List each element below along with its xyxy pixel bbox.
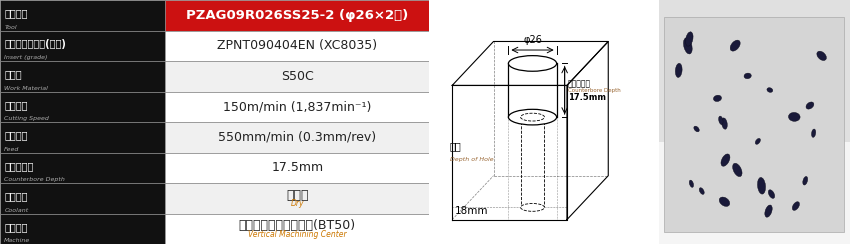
Text: 使用インサート(材種): 使用インサート(材種) [4,39,66,49]
Bar [165,61,429,92]
Text: 18mm: 18mm [455,206,488,216]
Text: 550mm/min (0.3mm/rev): 550mm/min (0.3mm/rev) [218,131,377,144]
Text: Coolant: Coolant [4,208,29,213]
Bar [0,122,165,152]
Text: 座ぐり深さ: 座ぐり深さ [4,161,34,171]
Text: Machine: Machine [4,238,31,243]
Text: Dry: Dry [291,199,304,208]
Ellipse shape [718,116,723,124]
Bar [165,183,429,214]
Text: Work Material: Work Material [4,86,48,91]
Bar [165,122,429,152]
Bar [0,183,165,214]
Ellipse shape [713,95,722,102]
Bar [659,142,850,244]
Bar [0,30,165,61]
Ellipse shape [757,177,766,194]
Ellipse shape [689,180,694,187]
Bar [165,30,429,61]
Ellipse shape [768,190,774,198]
Text: 座ぐり深さ: 座ぐり深さ [568,80,592,89]
Bar [665,17,844,232]
Bar [165,0,429,30]
Text: ZPNT090404EN (XC8035): ZPNT090404EN (XC8035) [218,39,377,52]
Text: 立形マシニングセンタ(BT50): 立形マシニングセンタ(BT50) [239,219,356,232]
Ellipse shape [694,126,700,132]
Bar [165,214,429,244]
Text: Cutting Speed: Cutting Speed [4,116,49,121]
Ellipse shape [730,40,740,51]
Ellipse shape [789,112,800,121]
Text: 送り速度: 送り速度 [4,130,28,140]
Ellipse shape [719,197,729,206]
Ellipse shape [508,56,557,71]
Ellipse shape [700,188,705,194]
Text: 切削油剤: 切削油剤 [4,191,28,201]
Text: Feed: Feed [4,147,20,152]
Ellipse shape [683,38,692,54]
Ellipse shape [756,138,761,144]
Bar [0,0,165,30]
Ellipse shape [817,51,826,61]
Bar [0,92,165,122]
Ellipse shape [765,205,772,217]
Text: Counterbore Depth: Counterbore Depth [568,88,620,93]
Ellipse shape [733,163,742,177]
Ellipse shape [767,88,773,92]
Text: Vertical Machining Center: Vertical Machining Center [248,230,347,239]
Bar [0,214,165,244]
Text: 切削速度: 切削速度 [4,100,28,110]
Ellipse shape [812,129,816,137]
Ellipse shape [792,202,800,210]
Text: Insert (grade): Insert (grade) [4,55,48,60]
Text: Depth of Hole: Depth of Hole [450,157,494,162]
Text: Tool: Tool [4,25,17,30]
Ellipse shape [685,32,693,46]
Ellipse shape [744,73,751,79]
Text: 150m/min (1,837min⁻¹): 150m/min (1,837min⁻¹) [223,100,371,113]
Text: Counterbore Depth: Counterbore Depth [4,177,65,182]
Ellipse shape [508,109,557,125]
Bar [165,92,429,122]
Text: 下穴: 下穴 [450,141,462,151]
Text: 17.5mm: 17.5mm [568,93,606,102]
Ellipse shape [806,102,813,109]
Bar [0,152,165,183]
Text: ドライ: ドライ [286,189,309,202]
Text: 使用工具: 使用工具 [4,8,28,18]
Bar [165,152,429,183]
Ellipse shape [520,203,545,211]
Ellipse shape [802,176,808,185]
Ellipse shape [520,113,545,121]
Text: 使用機械: 使用機械 [4,222,28,232]
Text: PZAG09R026SS25-2 (φ26×2刃): PZAG09R026SS25-2 (φ26×2刃) [186,9,408,22]
Ellipse shape [721,154,730,166]
Text: S50C: S50C [280,70,314,83]
Bar [0,61,165,92]
Text: 被削材: 被削材 [4,69,22,79]
Ellipse shape [676,63,682,77]
Text: φ26: φ26 [523,35,542,45]
Text: 17.5mm: 17.5mm [271,161,323,174]
Ellipse shape [722,118,728,129]
Bar [659,0,850,142]
